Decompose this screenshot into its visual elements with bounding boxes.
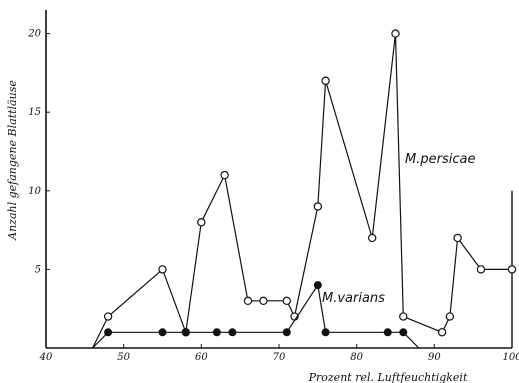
data-point-m-varians [313, 281, 322, 290]
data-point-m-persicae [321, 76, 330, 85]
data-point-m-persicae [445, 312, 455, 321]
axes: 40 50 60 70 80 90 100 5 10 15 20 [27, 10, 519, 363]
data-point-m-varians [212, 328, 221, 337]
data-point-m-varians [104, 328, 113, 337]
data-point-m-persicae [103, 312, 113, 321]
series-line-m-persicae [92, 32, 512, 349]
data-point-m-varians [321, 328, 330, 337]
data-point-m-persicae [220, 170, 229, 180]
data-point-m-varians [158, 328, 167, 337]
y-tick-label: 20 [27, 29, 41, 40]
data-point-m-persicae [313, 202, 323, 211]
series-label-m-varians: M.varians [322, 291, 385, 306]
data-point-m-varians [399, 328, 408, 337]
x-tick-label: 100 [502, 352, 519, 363]
data-point-m-persicae [453, 233, 462, 243]
x-tick-label: 40 [39, 352, 53, 363]
data-point-m-persicae [197, 218, 206, 227]
x-tick-label: 50 [117, 352, 130, 363]
data-point-m-persicae [399, 312, 408, 321]
data-point-m-persicae [437, 328, 447, 337]
x-tick-label: 80 [350, 352, 363, 363]
series-label-m-persicae: M.persicae [405, 152, 475, 167]
data-point-m-persicae [507, 265, 517, 274]
data-point-m-persicae [282, 296, 291, 306]
data-point-m-persicae [243, 296, 253, 306]
data-point-m-varians [282, 328, 291, 337]
x-tick-label: 90 [428, 352, 441, 363]
y-tick-label: 15 [28, 107, 41, 118]
data-point-m-persicae [391, 29, 400, 38]
data-point-m-persicae [158, 265, 167, 274]
series-layer [92, 29, 517, 349]
data-point-m-persicae [476, 265, 486, 274]
x-axis-label: Prozent rel. Luftfeuchtigkeit [308, 371, 468, 383]
labels-layer: Prozent rel. Luftfeuchtigkeit Anzahl gef… [6, 80, 475, 383]
x-tick-label: 70 [273, 352, 286, 363]
data-point-m-varians [383, 328, 392, 337]
y-axis-label: Anzahl gefangene Blattläuse [6, 80, 19, 241]
data-point-m-persicae [259, 296, 268, 306]
data-point-m-persicae [368, 233, 377, 243]
data-point-m-varians [228, 328, 237, 337]
data-point-m-varians [181, 328, 190, 337]
y-tick-label: 5 [35, 264, 41, 275]
x-tick-label: 60 [195, 352, 208, 363]
y-tick-label: 10 [28, 186, 41, 197]
